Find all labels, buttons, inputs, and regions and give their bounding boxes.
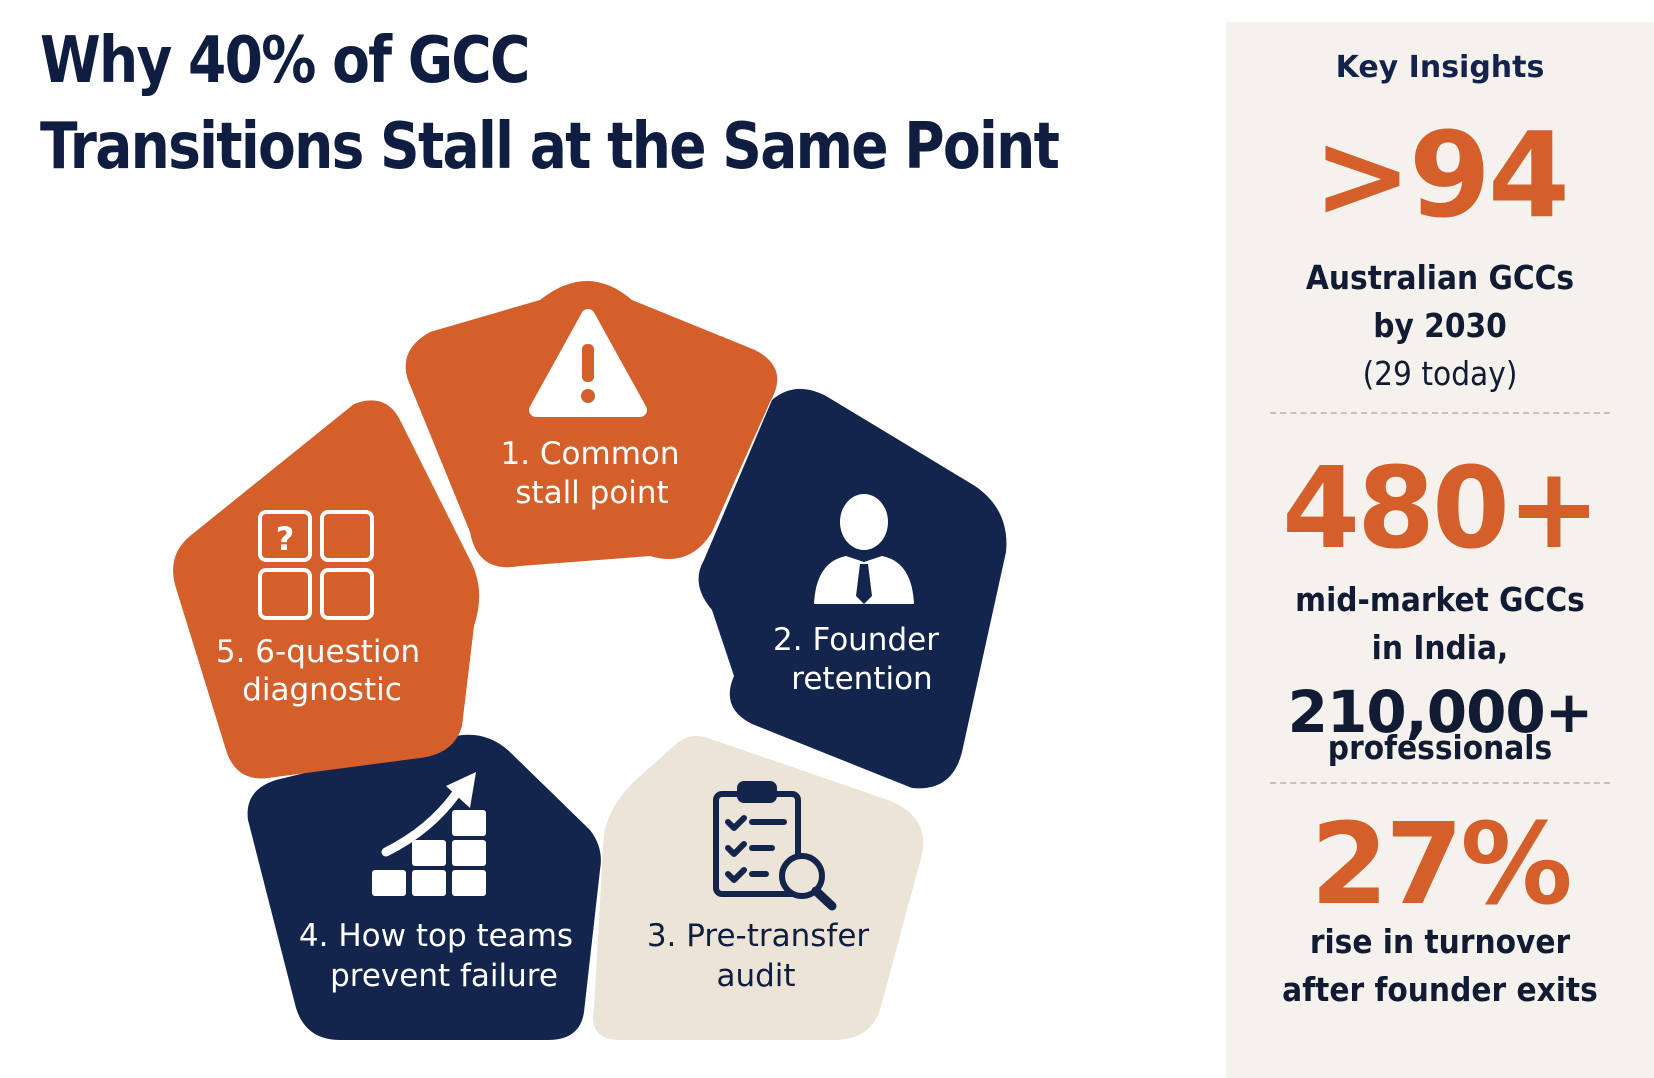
segment-5-label-line-1: 5. 6-question bbox=[216, 634, 420, 670]
svg-text:?: ? bbox=[276, 520, 295, 558]
stat-professionals-number: 210,000+ bbox=[1287, 678, 1594, 746]
divider bbox=[1270, 782, 1610, 784]
segment-1-label-line-2: stall point bbox=[515, 475, 668, 511]
stat1-line-3: (29 today) bbox=[1362, 354, 1518, 393]
segment-3-label-line-1: 3. Pre-transfer bbox=[647, 918, 870, 954]
stat-australian-gccs-number: >94 bbox=[1312, 106, 1570, 244]
segment-4-label-line-2: prevent failure bbox=[330, 958, 558, 994]
segment-3-label-line-2: audit bbox=[716, 958, 795, 994]
title-line-1: Why 40% of GCC bbox=[40, 24, 530, 98]
stat-professionals-text: professionals bbox=[1247, 724, 1632, 772]
segment-2-label-line-1: 2. Founder bbox=[773, 622, 939, 658]
question-grid-icon: ? bbox=[258, 510, 374, 620]
page-title: Why 40% of GCC Transitions Stall at the … bbox=[40, 18, 1060, 190]
stat2-line-3: professionals bbox=[1327, 728, 1553, 767]
stat-turnover-text: rise in turnover after founder exits bbox=[1247, 918, 1632, 1014]
warning-icon bbox=[529, 309, 647, 417]
segment-common-stall-point[interactable]: 1. Common stall point bbox=[405, 281, 778, 568]
segment-1-label-line-1: 1. Common bbox=[500, 436, 679, 472]
segment-pre-transfer-audit[interactable]: 3. Pre-transfer audit bbox=[593, 736, 924, 1040]
segment-4-label-line-1: 4. How top teams bbox=[299, 918, 573, 954]
segment-founder-retention[interactable]: 2. Founder retention bbox=[698, 388, 1007, 789]
stat-turnover-number: 27% bbox=[1310, 800, 1572, 930]
pentagon-diagram: 1. Common stall point 2. Founder retenti… bbox=[173, 281, 1007, 1040]
divider bbox=[1270, 412, 1610, 414]
stat3-line-1: rise in turnover bbox=[1309, 922, 1571, 961]
key-insights-title: Key Insights bbox=[1335, 50, 1545, 85]
businessman-icon bbox=[814, 494, 914, 604]
key-insights-sidebar: Key Insights >94 Australian GCCs by 2030… bbox=[1226, 22, 1654, 1078]
segment-how-top-teams-prevent-failure[interactable]: 4. How top teams prevent failure bbox=[247, 734, 601, 1040]
stat-india-gccs-number: 480+ bbox=[1282, 444, 1601, 574]
stat2-line-1: mid-market GCCs bbox=[1295, 580, 1585, 619]
segment-5-label-line-2: diagnostic bbox=[242, 672, 402, 708]
stat-india-gccs-text: mid-market GCCs in India, bbox=[1247, 576, 1632, 672]
stat1-line-2: by 2030 bbox=[1373, 306, 1507, 345]
segment-6-question-diagnostic[interactable]: ? 5. 6-question diagnostic bbox=[173, 400, 480, 779]
stat1-line-1: Australian GCCs bbox=[1305, 258, 1575, 297]
growth-arrow-icon bbox=[372, 772, 486, 896]
stat3-line-2: after founder exits bbox=[1282, 970, 1598, 1009]
segment-2-label-line-2: retention bbox=[791, 661, 932, 697]
clipboard-checklist-icon bbox=[713, 781, 837, 911]
stat-australian-gccs-text: Australian GCCs by 2030 (29 today) bbox=[1247, 254, 1632, 398]
stat2-line-2: in India, bbox=[1371, 628, 1509, 667]
title-line-2: Transitions Stall at the Same Point bbox=[40, 110, 1060, 184]
